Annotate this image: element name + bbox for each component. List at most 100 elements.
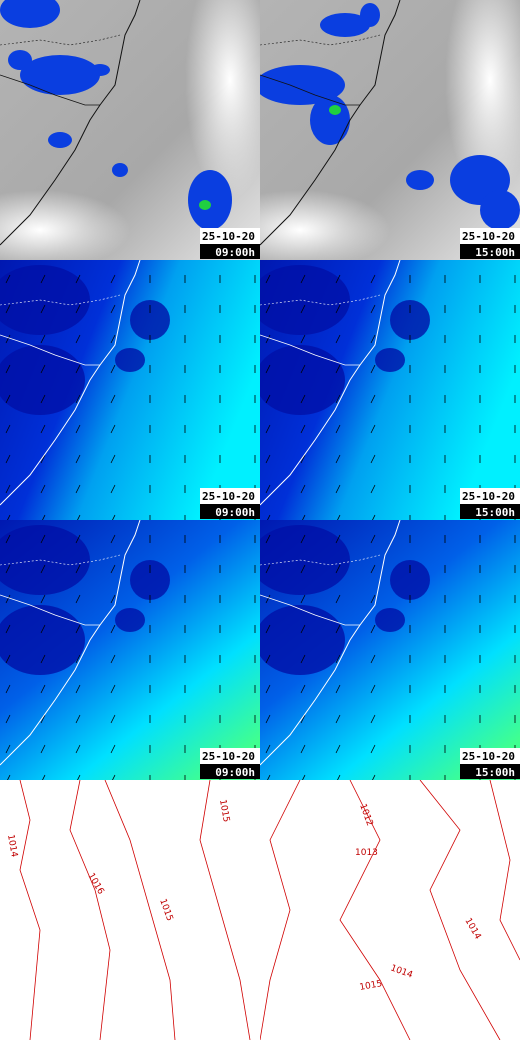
isobar-label: 1013 <box>355 848 378 858</box>
precip-core <box>329 105 341 115</box>
wind-arrow <box>5 684 11 694</box>
wind-arrow <box>75 714 81 724</box>
wind-arrow <box>300 624 306 634</box>
wind-arrow <box>265 714 271 724</box>
border <box>0 294 121 306</box>
low-wind-area <box>0 525 90 595</box>
wind-arrow <box>77 514 81 520</box>
wind-arrow <box>75 654 81 664</box>
panel-body <box>260 520 520 780</box>
panel-body <box>0 260 260 520</box>
wind-arrow <box>7 774 11 780</box>
wind-arrow <box>5 564 11 574</box>
wind-arrow <box>40 274 46 284</box>
date-label: 25-10-20 <box>202 750 255 763</box>
isobar <box>104 780 176 1040</box>
wind-arrow <box>75 594 81 604</box>
wind-arrow <box>300 394 306 404</box>
border <box>0 34 121 46</box>
river <box>260 74 360 106</box>
wind-arrow <box>372 514 376 520</box>
wind-arrow <box>75 334 81 344</box>
wind-arrow <box>5 484 11 494</box>
wind-arrow <box>5 364 11 374</box>
panel-body <box>260 0 520 260</box>
wind-arrow <box>265 594 271 604</box>
wind-arrow <box>300 744 306 754</box>
wind-arrow <box>370 394 376 404</box>
isobar-background <box>260 780 520 1040</box>
time-label: 09:00h <box>215 766 255 779</box>
wind-arrow <box>335 364 341 374</box>
wind-arrow <box>40 424 46 434</box>
wind-arrow <box>300 654 306 664</box>
low-wind-area <box>390 560 430 600</box>
wind-arrow <box>337 514 341 520</box>
wind-arrow <box>5 744 11 754</box>
bright-cloud <box>185 0 260 200</box>
low-wind-area <box>260 345 345 415</box>
wind-arrow <box>370 564 376 574</box>
border <box>260 34 381 46</box>
precip-area <box>260 65 345 105</box>
wind-arrow <box>5 534 11 544</box>
wind-arrow <box>370 364 376 374</box>
wind-arrow <box>370 484 376 494</box>
wind-arrow <box>5 624 11 634</box>
wind-arrow <box>267 514 271 520</box>
wind-arrow <box>372 774 376 780</box>
date-label: 25-10-20 <box>462 230 515 243</box>
wind-arrow <box>370 624 376 634</box>
wind-arrow <box>75 684 81 694</box>
wind-arrow <box>300 454 306 464</box>
wind-arrow <box>5 594 11 604</box>
map-panel: 25-10-20 15:00h <box>260 520 520 780</box>
wind-arrow <box>265 744 271 754</box>
bright-cloud <box>0 190 130 260</box>
wind-arrow <box>300 274 306 284</box>
wind-arrow <box>40 684 46 694</box>
map-panel: 25-10-20 15:00h <box>260 0 520 260</box>
wind-arrow <box>300 304 306 314</box>
wind-arrow <box>335 684 341 694</box>
isobar <box>19 780 41 1040</box>
wind-arrow <box>110 394 116 404</box>
isobar-background <box>0 780 260 1040</box>
wind-arrow <box>335 534 341 544</box>
date-box <box>460 748 520 764</box>
panel-body <box>0 780 260 1040</box>
wind-arrow <box>40 394 46 404</box>
wind-arrow <box>75 394 81 404</box>
isobar <box>419 780 501 1040</box>
precip-area <box>0 0 60 28</box>
wind-arrow <box>75 424 81 434</box>
wind-arrow <box>335 654 341 664</box>
wind-arrow <box>265 334 271 344</box>
wind-arrow <box>300 564 306 574</box>
precip-area <box>20 55 100 95</box>
wind-arrow <box>40 334 46 344</box>
precip-area <box>8 50 32 70</box>
wind-arrow <box>110 364 116 374</box>
time-label: 09:00h <box>215 246 255 259</box>
wind-arrow <box>40 484 46 494</box>
wind-arrow <box>110 714 116 724</box>
wind-arrow <box>335 304 341 314</box>
time-box <box>460 244 520 259</box>
wind-arrow <box>112 774 116 780</box>
wind-arrow <box>300 714 306 724</box>
time-label: 09:00h <box>215 506 255 519</box>
border <box>260 294 381 306</box>
wind-arrow <box>335 564 341 574</box>
river <box>0 74 100 106</box>
date-label: 25-10-20 <box>462 490 515 503</box>
wind-arrow <box>110 684 116 694</box>
wind-arrow <box>335 594 341 604</box>
wind-arrow <box>40 654 46 664</box>
river <box>260 594 360 626</box>
date-box <box>460 228 520 244</box>
map-panel: 25-10-20 09:00h <box>0 260 260 520</box>
panel-body <box>260 260 520 520</box>
wind-arrow <box>5 334 11 344</box>
